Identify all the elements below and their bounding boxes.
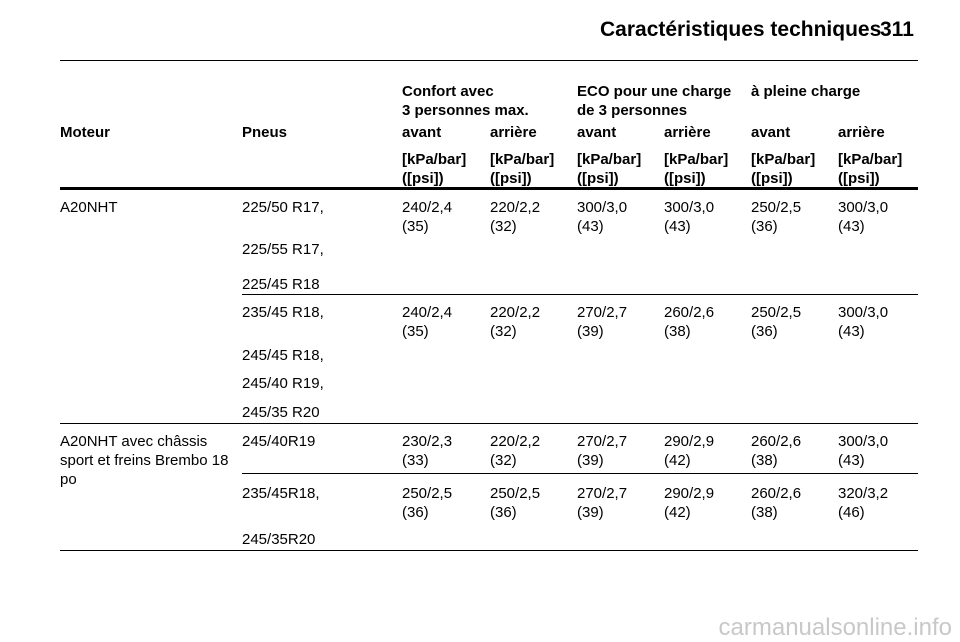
column-header: avant [402,124,442,141]
tire-size: 235/45 R18, [242,304,324,321]
pressure: 260/2,6 (38) [751,485,802,521]
pressure: 300/3,0 (43) [838,199,889,235]
pressure: 270/2,7 (39) [577,485,628,521]
pressure: 300/3,0 (43) [577,199,628,235]
pressure: 290/2,9 (42) [664,433,715,469]
pressure: 250/2,5 (36) [490,485,541,521]
pressure: 300/3,0 (43) [838,304,889,340]
header-rule [60,187,918,190]
unit-header: [kPa/bar] ([psi]) [490,151,555,187]
page-number: 311 [880,18,914,41]
tire-size: 225/55 R17, [242,241,324,258]
rule [60,60,918,61]
column-header: Moteur [60,124,110,141]
tire-size: 245/35 R20 [242,404,320,421]
column-header: arrière [490,124,537,141]
unit-header: [kPa/bar] ([psi]) [838,151,903,187]
row-rule [242,473,918,474]
pressure: 250/2,5 (36) [751,304,802,340]
group-header: Confort avec 3 personnes max. [402,83,529,119]
tire-size: 245/40 R19, [242,375,324,392]
pressure: 300/3,0 (43) [664,199,715,235]
tire-size: 225/45 R18 [242,276,320,293]
pressure: 230/2,3 (33) [402,433,453,469]
unit-header: [kPa/bar] ([psi]) [577,151,642,187]
row-rule [60,550,918,551]
tire-size: 225/50 R17, [242,199,324,216]
tire-size: 245/35R20 [242,531,316,548]
row-rule [60,423,918,424]
pressure: 260/2,6 (38) [751,433,802,469]
pressure: 290/2,9 (42) [664,485,715,521]
group-header: à pleine charge [751,83,861,100]
pressure: 270/2,7 (39) [577,433,628,469]
tire-size: 245/40R19 [242,433,316,450]
row-rule [242,294,918,295]
engine: A20NHT avec châssis sport et freins Brem… [60,433,229,488]
column-header: Pneus [242,124,288,141]
section-title: Caractéristiques techniques [600,18,882,41]
group-header: ECO pour une charge de 3 personnes [577,83,732,119]
column-header: arrière [664,124,711,141]
pressure: 320/3,2 (46) [838,485,889,521]
unit-header: [kPa/bar] ([psi]) [402,151,467,187]
column-header: arrière [838,124,885,141]
tire-size: 245/45 R18, [242,347,324,364]
column-header: avant [751,124,791,141]
engine: A20NHT [60,199,118,216]
column-header: avant [577,124,617,141]
watermark: carmanualsonline.info [718,614,952,641]
pressure: 220/2,2 (32) [490,304,541,340]
pressure: 250/2,5 (36) [751,199,802,235]
tire-size: 235/45R18, [242,485,320,502]
unit-header: [kPa/bar] ([psi]) [664,151,729,187]
unit-header: [kPa/bar] ([psi]) [751,151,816,187]
pressure: 270/2,7 (39) [577,304,628,340]
pressure: 260/2,6 (38) [664,304,715,340]
pressure: 220/2,2 (32) [490,433,541,469]
pressure: 240/2,4 (35) [402,304,453,340]
pressure: 240/2,4 (35) [402,199,453,235]
pressure: 220/2,2 (32) [490,199,541,235]
pressure: 250/2,5 (36) [402,485,453,521]
pressure: 300/3,0 (43) [838,433,889,469]
